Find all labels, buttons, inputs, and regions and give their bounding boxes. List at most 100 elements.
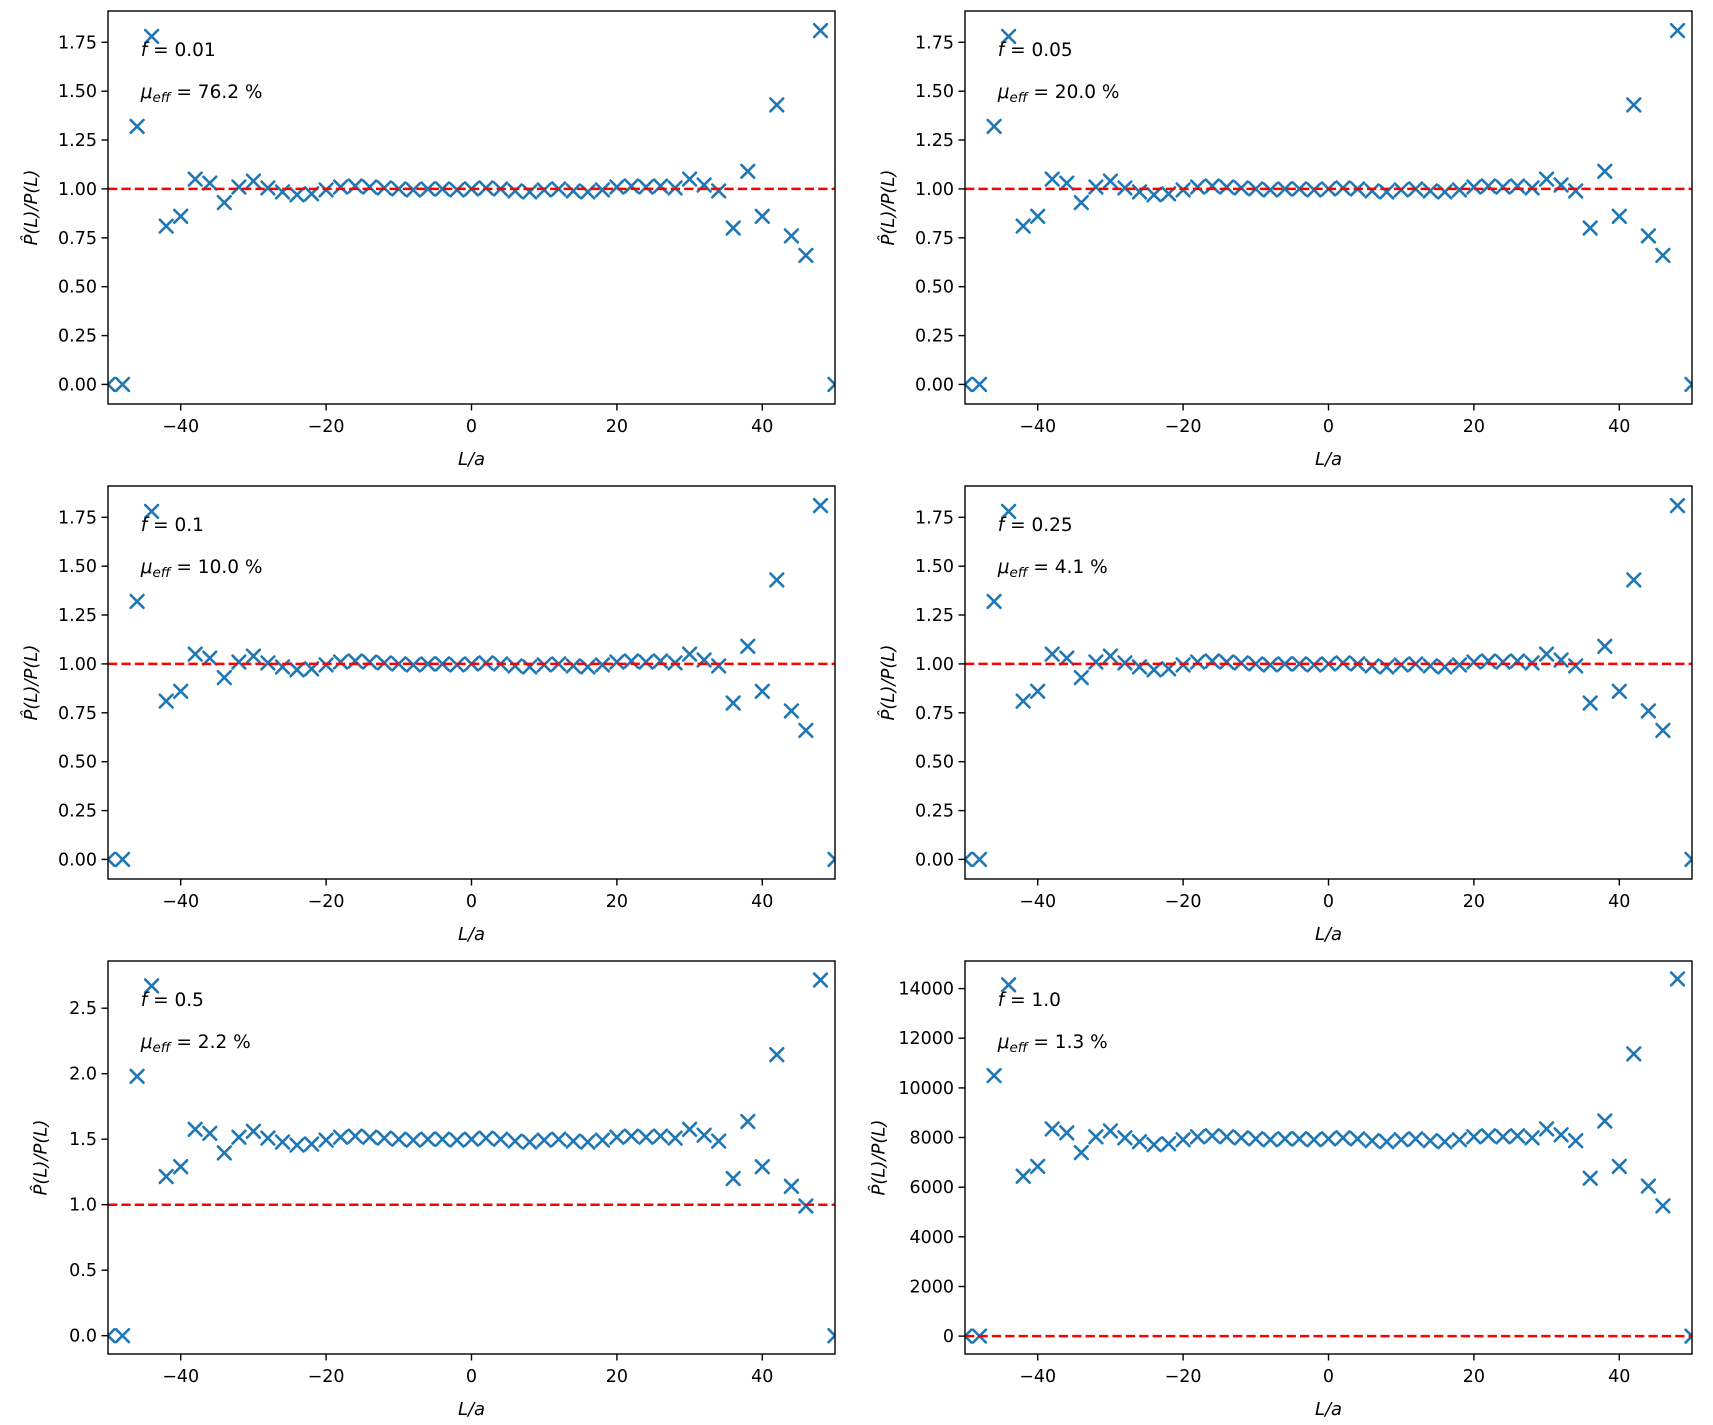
x-marker [1611,683,1627,699]
x-marker [565,183,581,199]
x-marker [1102,1123,1118,1139]
x-marker [1422,1133,1438,1149]
y-axis-label: P̂(L)/P(L) [877,645,898,721]
plot-canvas: −40 −20 0 20 40 0.00 0.25 0.50 0.75 1.00 1.25 1.50 1… [877,10,1693,470]
y-axis-label: P̂(L)/P(L) [21,645,42,721]
x-marker [274,1134,291,1150]
x-marker [1145,187,1162,203]
x-marker [1233,1130,1249,1146]
x-marker [594,657,611,673]
x-marker [391,181,407,197]
x-marker [289,1137,305,1153]
x-marker [1363,183,1380,199]
x-marker [1204,1128,1220,1144]
plot-canvas: −40 −20 0 20 40 0 2000 4000 6000 8000 10000 12000 14… [868,960,1693,1420]
y-axis-tick-label: 1.25 [58,131,97,151]
annotation-mu-eff: μeff = 4.1 % [996,557,1107,581]
x-marker [347,653,363,669]
x-axis-tick-label: 0 [1322,1367,1333,1387]
x-marker [1480,653,1496,669]
x-marker [1073,194,1089,211]
x-axis-tick-label: 40 [1608,417,1630,437]
x-axis-tick-label: −20 [1164,1367,1201,1387]
y-axis-tick-label: 0.50 [915,278,954,298]
x-axis-label: L/a [458,1399,485,1420]
x-marker [158,218,174,234]
x-marker [964,1328,973,1344]
annotation-f: f = 0.01 [141,40,216,61]
subplot-f-0-25: −40 −20 0 20 40 0.00 0.25 0.50 0.75 1.00 1.25 1.50 1… [857,475,1713,950]
x-marker [216,194,232,211]
x-marker [1058,1125,1074,1141]
x-marker [420,656,436,672]
plot-canvas: −40 −20 0 20 40 0.00 0.25 0.50 0.75 1.00 1.25 1.50 1… [877,485,1693,945]
data-points [964,22,1692,393]
x-marker [798,722,814,739]
x-marker [1000,503,1016,520]
x-marker [187,171,203,187]
x-marker [769,97,785,113]
x-marker [376,1130,392,1146]
annotation-f: f = 0.1 [141,515,204,536]
x-marker [1087,179,1104,195]
data-points [108,972,835,1344]
subplot-f-0-01: −40 −20 0 20 40 0.00 0.25 0.50 0.75 1.00 1.25 1.50 1… [0,0,857,475]
x-marker [1640,228,1656,244]
x-marker [347,1128,363,1144]
x-marker [434,656,451,672]
x-marker [1596,163,1612,179]
x-marker [1015,1168,1031,1184]
x-marker [202,175,218,191]
y-axis-label: P̂(L)/P(L) [868,1120,889,1196]
data-points [964,497,1692,868]
x-marker [187,1121,203,1137]
x-marker [1523,1130,1540,1146]
data-points [108,22,835,393]
y-axis-tick-label: 1.50 [58,82,97,102]
x-marker [420,1131,436,1147]
y-axis-tick-label: 0.25 [915,802,954,822]
x-marker [1654,247,1671,264]
x-axis-tick-label: 0 [466,417,477,437]
x-marker [1538,1121,1554,1137]
x-marker [405,657,421,673]
x-marker [971,376,987,393]
x-marker [1451,657,1467,673]
x-marker [740,1113,756,1130]
x-axis-tick-label: 20 [1462,892,1484,912]
x-marker [769,572,785,588]
x-axis-tick-label: 0 [1322,892,1333,912]
x-marker [303,1136,320,1152]
y-axis-tick-label: 1.75 [915,508,954,528]
x-marker [1291,1131,1307,1147]
x-marker [1029,1158,1045,1175]
x-marker [231,1129,247,1145]
x-marker [1218,654,1234,670]
x-marker [114,376,131,393]
x-marker [1582,1170,1598,1186]
x-marker [985,593,1002,610]
x-marker [1262,657,1278,673]
x-marker [1422,183,1438,199]
x-marker [216,669,232,686]
x-marker [362,1129,378,1145]
x-marker [1218,179,1234,195]
x-marker [245,1123,262,1139]
x-axis-tick-label: −40 [162,417,199,437]
x-marker [289,662,305,678]
x-marker [1087,1129,1104,1145]
x-marker [420,181,436,197]
x-marker [1131,659,1147,675]
x-marker [1291,181,1307,197]
y-axis-tick-label: 8000 [909,1129,954,1149]
x-marker [260,180,276,196]
y-axis-tick-label: 0.75 [915,704,954,724]
x-marker [1378,659,1394,675]
x-marker [1015,693,1031,709]
x-marker [638,654,654,670]
x-axis-label: L/a [1314,1399,1341,1420]
x-marker [114,851,131,868]
x-marker [522,1134,538,1150]
x-marker [202,650,218,666]
x-marker [827,1328,835,1344]
